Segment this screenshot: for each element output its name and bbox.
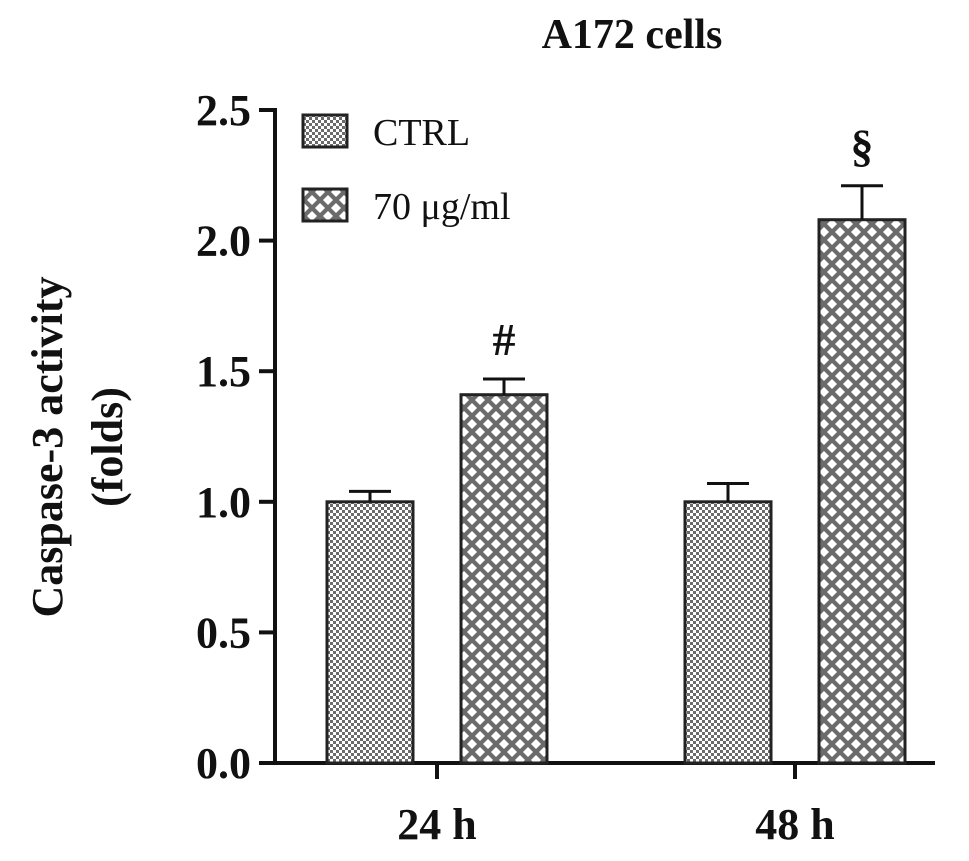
y-axis-label-line-1: Caspase-3 activity — [23, 277, 72, 618]
y-axis-label-line-2: (folds) — [83, 387, 132, 507]
bar — [817, 218, 907, 765]
x-tick-label: 48 h — [755, 800, 834, 849]
legend-label: 70 μg/ml — [373, 186, 511, 228]
y-tick-label: 2.5 — [196, 86, 251, 135]
chart-title: A172 cells — [542, 12, 723, 58]
legend: CTRL 70 μg/ml — [301, 112, 511, 228]
axes: 0.0 0.5 1.0 1.5 2.0 2.5 24 h 48 h — [196, 86, 935, 849]
y-tick-label: 2.0 — [196, 217, 251, 266]
bar — [683, 500, 773, 765]
legend-swatch — [301, 187, 349, 223]
y-tick-label: 1.5 — [196, 347, 251, 396]
bar — [459, 393, 549, 765]
significance-mark: § — [851, 121, 874, 172]
y-axis-label: Caspase-3 activity (folds) — [23, 277, 132, 618]
bar — [325, 500, 415, 765]
error-bars — [349, 184, 883, 502]
y-tick-label: 0.0 — [196, 739, 251, 788]
x-tick-label: 24 h — [397, 800, 476, 849]
y-tick-label: 1.0 — [196, 478, 251, 527]
significance-mark: # — [493, 314, 516, 365]
legend-label: CTRL — [373, 112, 470, 154]
bars — [325, 218, 907, 765]
legend-swatch — [301, 113, 349, 149]
y-tick-label: 0.5 — [196, 608, 251, 657]
significance-marks: #§ — [493, 121, 874, 365]
